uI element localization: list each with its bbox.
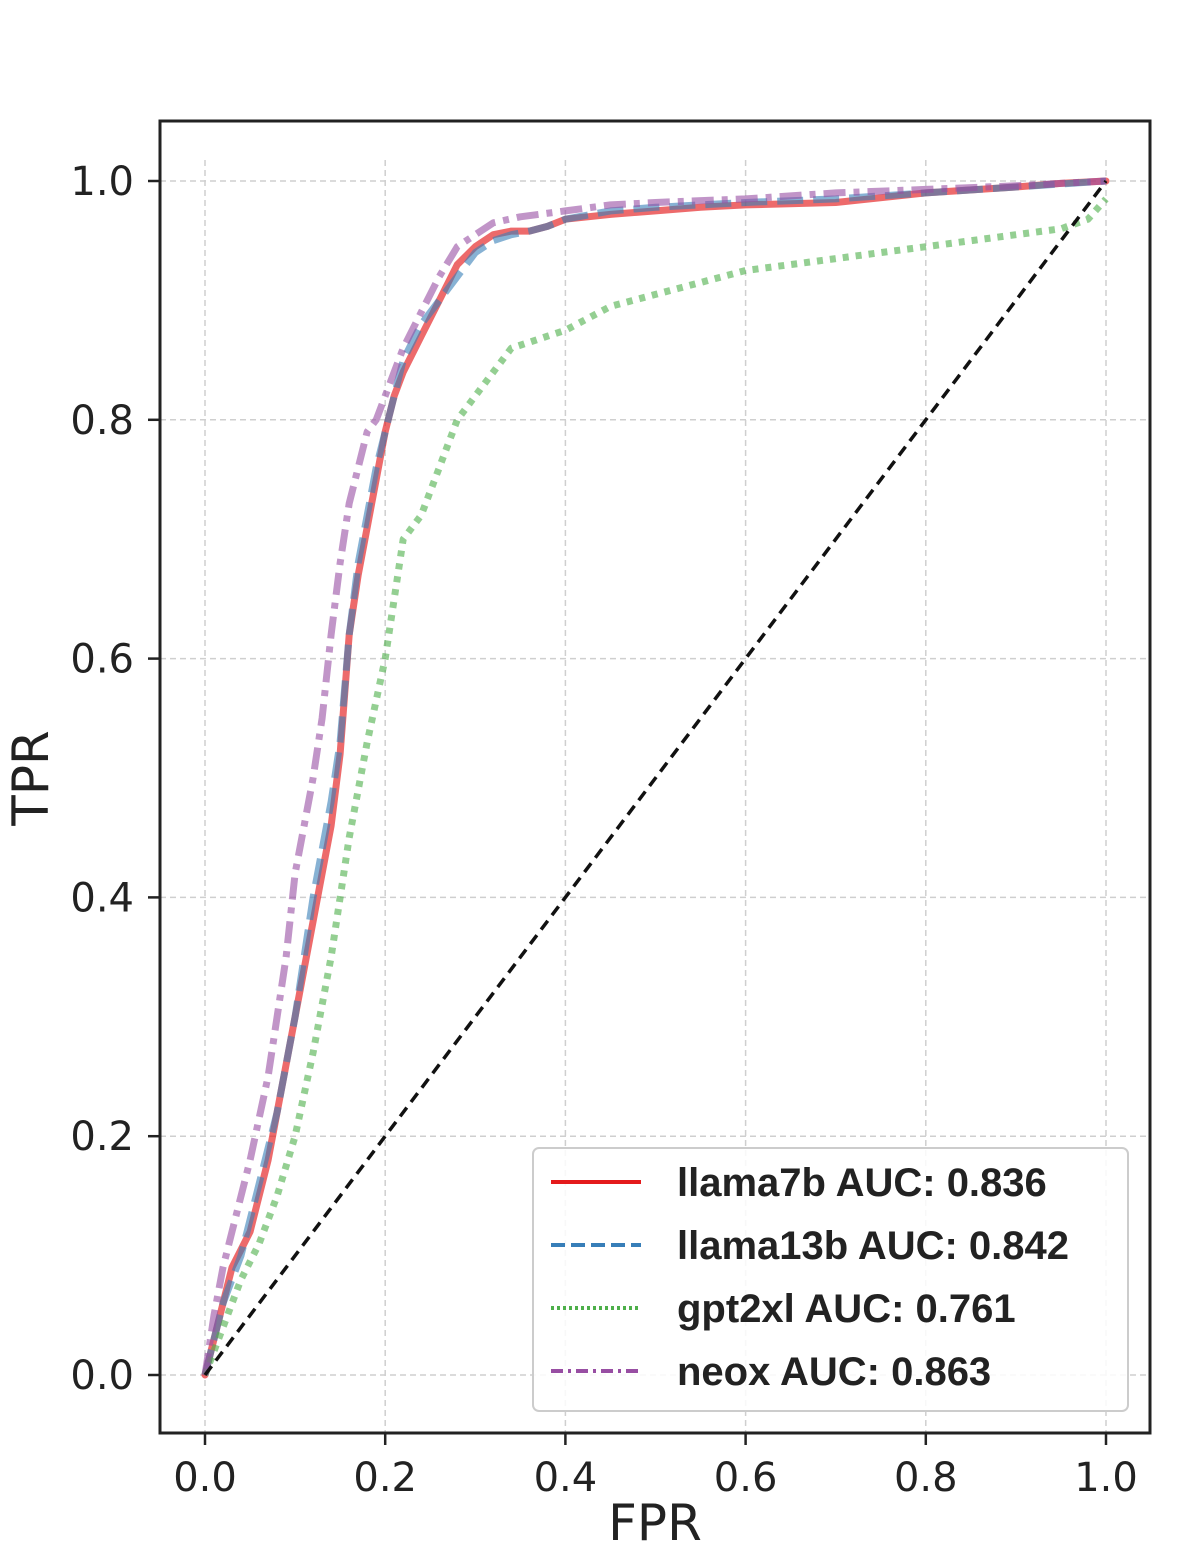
x-tick-label: 0.4 [534,1455,598,1501]
legend: llama7b AUC: 0.836 llama13b AUC: 0.842 gpt… [532,1147,1129,1412]
legend-box [532,1147,1129,1412]
x-tick-label: 0.6 [714,1455,778,1501]
y-tick-label: 0.8 [70,398,134,444]
axis-ticks: 0.0 0.2 0.4 0.6 0.8 1.0 0.0 0.2 0.4 0.6 0.8 1.0 [70,159,1137,1501]
legend-label-llama7b: llama7b AUC: 0.836 [677,1161,1047,1205]
y-tick-label: 0.0 [70,1353,134,1399]
series-lines [201,177,1110,1379]
y-tick-label: 0.2 [70,1114,134,1160]
series-line-llama13b [201,177,1107,1376]
y-tick-label: 0.4 [70,875,134,921]
x-tick-label: 0.2 [353,1455,417,1501]
legend-label-gpt2xl: gpt2xl AUC: 0.761 [677,1287,1016,1331]
series-line-gpt2xl [201,196,1109,1377]
x-tick-label: 1.0 [1074,1455,1138,1501]
x-tick-label: 0.0 [173,1455,237,1501]
legend-label-llama13b: llama13b AUC: 0.842 [677,1224,1069,1268]
x-tick-label: 0.8 [894,1455,958,1501]
series-line-chance [203,179,1108,1377]
x-axis-label: FPR [608,1494,702,1552]
y-tick-label: 1.0 [70,159,134,205]
y-axis-label: TPR [2,730,60,826]
y-tick-label: 0.6 [70,637,134,683]
legend-label-neox: neox AUC: 0.863 [677,1350,991,1394]
series-line-neox [201,177,1107,1376]
plot-frame [158,119,1152,1435]
